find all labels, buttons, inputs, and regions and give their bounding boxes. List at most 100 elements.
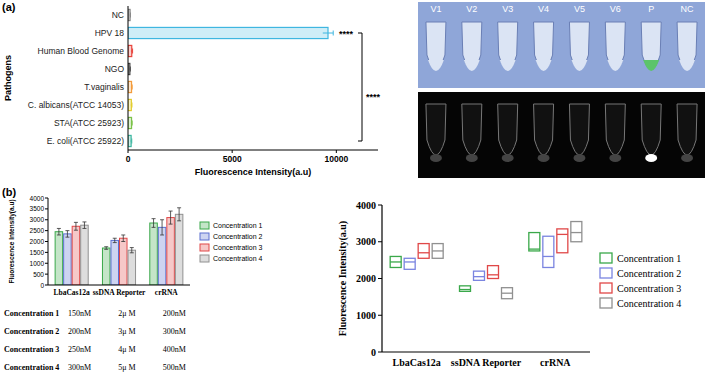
legend-label: Concentration 4: [213, 255, 263, 262]
x-axis: [382, 351, 590, 352]
table-cell: 500nM: [163, 363, 186, 372]
tube-uv: [462, 104, 482, 155]
category-label: STA(ATCC 25923): [54, 118, 124, 128]
table-cell: 5μ M: [118, 363, 135, 372]
error-bar: [152, 219, 156, 228]
error-cap: [132, 49, 133, 54]
y-tick-label: 1000: [356, 310, 376, 321]
table-cell: 250nM: [68, 345, 91, 354]
y-tick: [45, 198, 48, 199]
legend-swatch: [600, 253, 612, 263]
tube-liquid: [500, 60, 516, 71]
category-label: C. albicans(ATCC 14053): [28, 100, 124, 110]
y-tick: [45, 274, 48, 275]
error-bar: [130, 248, 134, 253]
error-cap: [132, 121, 133, 126]
legend-label: Concentration 1: [617, 253, 681, 264]
error-bar: [160, 220, 164, 235]
box-median: [432, 250, 443, 251]
error-bar: [104, 247, 108, 250]
y-tick: [378, 352, 382, 353]
error-bar: [74, 222, 78, 230]
x-axis: [48, 285, 190, 286]
table-cell: 300nM: [68, 363, 91, 372]
box-median: [529, 248, 540, 249]
box: [390, 256, 401, 267]
tube-fluorescence: [430, 154, 442, 162]
y-tick-label: 3000: [356, 236, 376, 247]
bar: [128, 27, 328, 38]
y-tick-label: 4000: [356, 200, 376, 211]
y-tick-label: 500: [33, 271, 44, 278]
box: [557, 229, 568, 253]
legend-swatch: [200, 255, 209, 262]
tube-uv: [677, 104, 697, 155]
tube-label: V4: [538, 4, 549, 14]
table-cell: 150nM: [68, 309, 91, 318]
table-cell: 200nM: [68, 327, 91, 336]
tube-fluorescence: [645, 154, 657, 162]
legend-label: Concentration 1: [213, 222, 263, 229]
x-tick-label: 0: [126, 154, 131, 164]
y-tick: [378, 278, 382, 279]
legend-swatch: [600, 283, 612, 293]
table-row-label: Concentration 2: [4, 327, 59, 336]
category-label: LbaCas12a: [54, 288, 91, 297]
tube-uv: [605, 104, 625, 155]
box-median: [502, 293, 513, 294]
box-median: [571, 232, 582, 233]
tube-liquid: [571, 60, 587, 71]
category-label: crRNA: [540, 357, 571, 368]
x-axis-label: Fluorescence Intensity(a.u): [195, 167, 312, 177]
significance-bracket: [362, 33, 363, 141]
bar: [158, 227, 166, 285]
tube-uv: [534, 104, 554, 155]
error-cap: [131, 103, 132, 108]
y-tick-label: 3500: [30, 205, 45, 212]
y-tick-label: 1000: [30, 260, 45, 267]
legend-swatch: [200, 222, 209, 229]
legend-label: Concentration 3: [617, 283, 681, 294]
error-bar: [169, 211, 173, 224]
y-tick: [378, 315, 382, 316]
bar: [128, 81, 132, 92]
box-median: [460, 289, 471, 290]
bar: [102, 248, 110, 285]
tube-uv: [569, 104, 589, 155]
tube-uv: [426, 104, 446, 155]
box: [418, 244, 429, 259]
y-tick: [45, 230, 48, 231]
table-row-label: Concentration 4: [4, 363, 59, 372]
figure: (a)(b)NCHPV 18Human Blood GenomeNGOT.vag…: [0, 0, 708, 377]
category-label: ssDNA Reporter: [93, 288, 146, 297]
y-tick-label: 2000: [30, 238, 45, 245]
tube-fluorescence: [573, 154, 585, 162]
error-bar: [82, 222, 86, 229]
tube-uv: [498, 104, 518, 155]
table-cell: 300nM: [163, 327, 186, 336]
y-axis: [128, 6, 129, 150]
bar: [128, 45, 132, 56]
tube-fluorescence: [466, 154, 478, 162]
tube-fluorescence: [681, 154, 693, 162]
error-bar: [121, 235, 125, 242]
legend-label: Concentration 2: [617, 268, 681, 279]
y-tick: [378, 205, 382, 206]
bar: [55, 232, 63, 285]
error-cap: [130, 13, 131, 18]
box-median: [474, 276, 485, 277]
legend-label: Concentration 4: [617, 298, 681, 309]
photo-background: [418, 2, 705, 88]
plot-area: [55, 208, 183, 285]
box: [543, 236, 554, 267]
legend-label: Concentration 2: [213, 233, 263, 240]
table-cell: 2μ M: [118, 309, 135, 318]
box: [460, 286, 471, 292]
box: [404, 258, 415, 269]
tube-label: V1: [430, 4, 441, 14]
bar: [150, 223, 158, 285]
y-tick: [45, 208, 48, 209]
plot-area: [128, 9, 333, 146]
bar: [81, 225, 89, 285]
error-cap: [130, 67, 131, 72]
